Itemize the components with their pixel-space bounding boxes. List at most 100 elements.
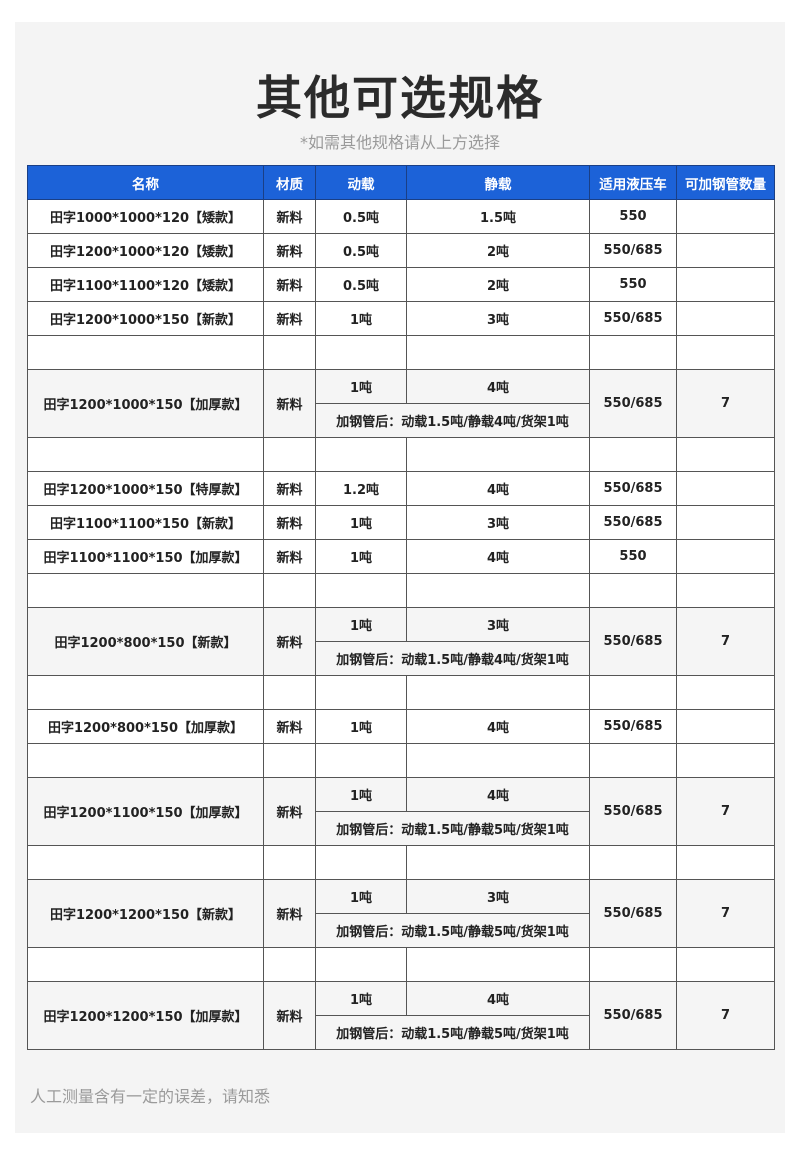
empty-cell [406,947,590,982]
cell-steel-pipes [676,301,775,336]
empty-cell [406,335,590,370]
footnote: 人工测量含有一定的误差，请知悉 [30,1087,271,1106]
table-row: 田字1200*1200*150【新款】 新料 1吨 3吨 550/685 7 [27,879,775,948]
spec-table: 名称 材质 动载 静载 适用液压车 可加钢管数量 田字1000*1000*120… [27,165,775,1050]
empty-cell [589,743,677,778]
table-row: 田字1000*1000*120【矮款】 新料 0.5吨 1.5吨 550 [27,199,775,234]
cell-static-load: 1.5吨 [406,199,590,234]
cell-dynamic-load: 1吨 [315,301,407,336]
cell-material: 新料 [263,981,316,1050]
header-material: 材质 [263,165,316,200]
empty-cell [27,675,264,710]
blank-row [27,743,775,778]
cell-pallet-truck: 550/685 [589,505,677,540]
cell-material: 新料 [263,539,316,574]
cell-reinforced-note: 加钢管后：动载1.5吨/静载4吨/货架1吨 [315,403,590,438]
empty-cell [676,675,775,710]
cell-material: 新料 [263,879,316,948]
empty-cell [589,675,677,710]
cell-name: 田字1200*1000*150【加厚款】 [27,369,264,438]
cell-pallet-truck: 550 [589,267,677,302]
blank-row [27,947,775,982]
cell-name: 田字1200*1200*150【新款】 [27,879,264,948]
cell-pallet-truck: 550/685 [589,777,677,846]
table-row: 田字1200*1200*150【加厚款】 新料 1吨 4吨 550/685 7 [27,981,775,1050]
empty-cell [406,437,590,472]
cell-reinforced-note: 加钢管后：动载1.5吨/静载5吨/货架1吨 [315,913,590,948]
cell-material: 新料 [263,267,316,302]
empty-cell [676,845,775,880]
cell-steel-pipes [676,539,775,574]
page-title: 其他可选规格 [256,71,544,125]
cell-steel-pipes: 7 [676,777,775,846]
empty-cell [676,573,775,608]
cell-pallet-truck: 550/685 [589,233,677,268]
cell-name: 田字1200*1000*150【特厚款】 [27,471,264,506]
cell-material: 新料 [263,471,316,506]
header-static-load: 静载 [406,165,590,200]
empty-cell [406,845,590,880]
cell-material: 新料 [263,233,316,268]
cell-static-load: 4吨 [406,981,590,1016]
table-row: 田字1100*1100*120【矮款】 新料 0.5吨 2吨 550 [27,267,775,302]
empty-cell [315,573,407,608]
cell-dynamic-load: 1吨 [315,607,407,642]
table-row: 田字1200*1000*150【新款】 新料 1吨 3吨 550/685 [27,301,775,336]
cell-steel-pipes [676,471,775,506]
cell-static-load: 4吨 [406,777,590,812]
header-dynamic-load: 动载 [315,165,407,200]
cell-pallet-truck: 550/685 [589,369,677,438]
cell-static-load: 3吨 [406,879,590,914]
empty-cell [27,335,264,370]
table-row: 田字1200*800*150【加厚款】 新料 1吨 4吨 550/685 [27,709,775,744]
empty-cell [27,743,264,778]
empty-cell [589,573,677,608]
empty-cell [263,947,316,982]
empty-cell [27,573,264,608]
cell-steel-pipes: 7 [676,879,775,948]
cell-material: 新料 [263,505,316,540]
cell-name: 田字1200*1200*150【加厚款】 [27,981,264,1050]
cell-name: 田字1100*1100*150【加厚款】 [27,539,264,574]
empty-cell [589,947,677,982]
cell-steel-pipes [676,505,775,540]
cell-static-load: 4吨 [406,709,590,744]
cell-material: 新料 [263,199,316,234]
cell-dynamic-load: 0.5吨 [315,233,407,268]
empty-cell [406,573,590,608]
cell-static-load: 4吨 [406,471,590,506]
cell-name: 田字1000*1000*120【矮款】 [27,199,264,234]
table-row: 田字1200*1100*150【加厚款】 新料 1吨 4吨 550/685 7 [27,777,775,846]
cell-name: 田字1200*800*150【加厚款】 [27,709,264,744]
empty-cell [263,743,316,778]
cell-name: 田字1100*1100*150【新款】 [27,505,264,540]
cell-steel-pipes [676,709,775,744]
cell-pallet-truck: 550 [589,539,677,574]
cell-steel-pipes [676,199,775,234]
cell-steel-pipes [676,233,775,268]
cell-steel-pipes [676,267,775,302]
cell-dynamic-load: 1.2吨 [315,471,407,506]
cell-pallet-truck: 550/685 [589,471,677,506]
cell-reinforced-note: 加钢管后：动载1.5吨/静载5吨/货架1吨 [315,1015,590,1050]
cell-pallet-truck: 550/685 [589,607,677,676]
table-row: 田字1200*1000*120【矮款】 新料 0.5吨 2吨 550/685 [27,233,775,268]
empty-cell [676,335,775,370]
cell-reinforced-note: 加钢管后：动载1.5吨/静载5吨/货架1吨 [315,811,590,846]
header-pallet-truck: 适用液压车 [589,165,677,200]
empty-cell [263,437,316,472]
cell-dynamic-load: 1吨 [315,369,407,404]
page-subtitle: *如需其他规格请从上方选择 [299,133,500,152]
cell-name: 田字1100*1100*120【矮款】 [27,267,264,302]
table-row: 田字1200*1000*150【特厚款】 新料 1.2吨 4吨 550/685 [27,471,775,506]
table-row: 田字1200*800*150【新款】 新料 1吨 3吨 550/685 7 [27,607,775,676]
cell-dynamic-load: 1吨 [315,505,407,540]
empty-cell [589,845,677,880]
cell-material: 新料 [263,369,316,438]
header-steel-pipes: 可加钢管数量 [676,165,775,200]
cell-dynamic-load: 1吨 [315,879,407,914]
cell-material: 新料 [263,777,316,846]
cell-steel-pipes: 7 [676,369,775,438]
empty-cell [315,335,407,370]
cell-static-load: 3吨 [406,607,590,642]
